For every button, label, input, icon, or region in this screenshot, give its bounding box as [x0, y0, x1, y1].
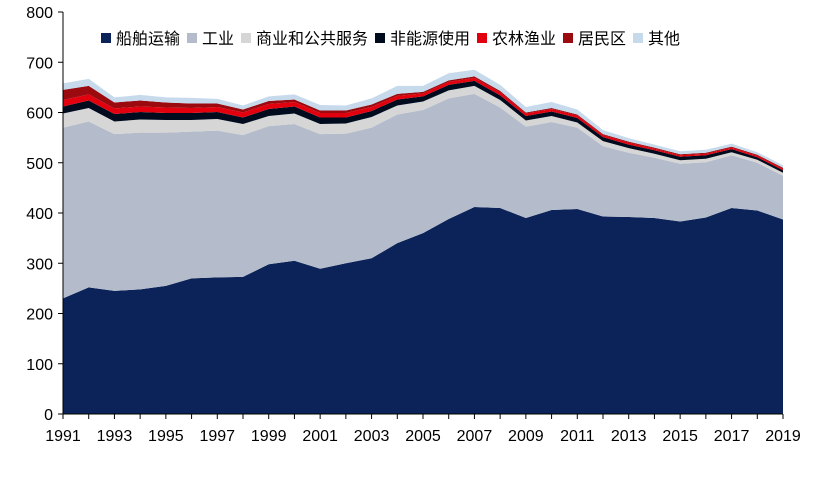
y-tick-label: 100 [26, 357, 53, 374]
x-axis-ticks: 1991 1993 1995 1997 1999 2001 2003 2005 2007 2009… [45, 414, 801, 445]
x-tick-label: 1991 [45, 428, 81, 445]
legend-label: 船舶运输 [116, 29, 180, 48]
x-tick-label: 2007 [457, 428, 493, 445]
x-tick-label: 2017 [714, 428, 750, 445]
legend-swatch [375, 33, 385, 43]
legend-item: 商业和公共服务 [241, 29, 368, 48]
legend-swatch [633, 33, 643, 43]
y-tick-label: 300 [26, 256, 53, 273]
x-tick-label: 2013 [611, 428, 647, 445]
y-axis-ticks: 0 100 200 300 400 500 600 700 800 [26, 5, 63, 424]
plot-areas [63, 69, 783, 414]
y-tick-label: 500 [26, 156, 53, 173]
area-commercial [63, 85, 783, 176]
legend-label: 居民区 [578, 29, 626, 48]
area-agriculture [63, 77, 783, 171]
legend-item: 其他 [633, 29, 680, 48]
x-tick-label: 1997 [199, 428, 235, 445]
legend-item: 非能源使用 [375, 29, 470, 48]
legend-label: 非能源使用 [390, 29, 470, 48]
legend-swatch [101, 33, 111, 43]
y-tick-label: 600 [26, 106, 53, 123]
x-tick-label: 2015 [662, 428, 698, 445]
y-tick-label: 0 [44, 407, 53, 424]
y-tick-label: 700 [26, 55, 53, 72]
x-tick-label: 2011 [560, 428, 595, 445]
x-tick-label: 1995 [148, 428, 184, 445]
legend-label: 农林渔业 [492, 29, 556, 48]
area-shipping [63, 206, 783, 414]
area-other [63, 69, 783, 168]
legend-item: 居民区 [563, 29, 626, 48]
legend-swatch [563, 33, 573, 43]
legend-swatch [477, 33, 487, 43]
area-non-energy [63, 80, 783, 173]
legend-label: 其他 [648, 29, 680, 48]
legend-swatch [187, 33, 197, 43]
x-tick-label: 1999 [251, 428, 287, 445]
x-tick-label: 2019 [765, 428, 801, 445]
area-industry [63, 93, 783, 299]
legend-item: 农林渔业 [477, 29, 556, 48]
x-tick-label: 2001 [302, 428, 338, 445]
legend: 船舶运输 工业 商业和公共服务 非能源使用 农林渔业 居民区 其他 [101, 29, 680, 48]
x-tick-label: 2005 [405, 428, 441, 445]
x-tick-label: 2009 [508, 428, 544, 445]
legend-item: 船舶运输 [101, 29, 180, 48]
legend-item: 工业 [187, 29, 234, 48]
legend-label: 商业和公共服务 [256, 29, 368, 48]
y-tick-label: 400 [26, 206, 53, 223]
y-tick-label: 800 [26, 5, 53, 22]
x-tick-label: 2003 [354, 428, 390, 445]
x-tick-label: 1993 [97, 428, 133, 445]
legend-label: 工业 [202, 29, 234, 48]
y-tick-label: 200 [26, 307, 53, 324]
legend-swatch [241, 33, 251, 43]
